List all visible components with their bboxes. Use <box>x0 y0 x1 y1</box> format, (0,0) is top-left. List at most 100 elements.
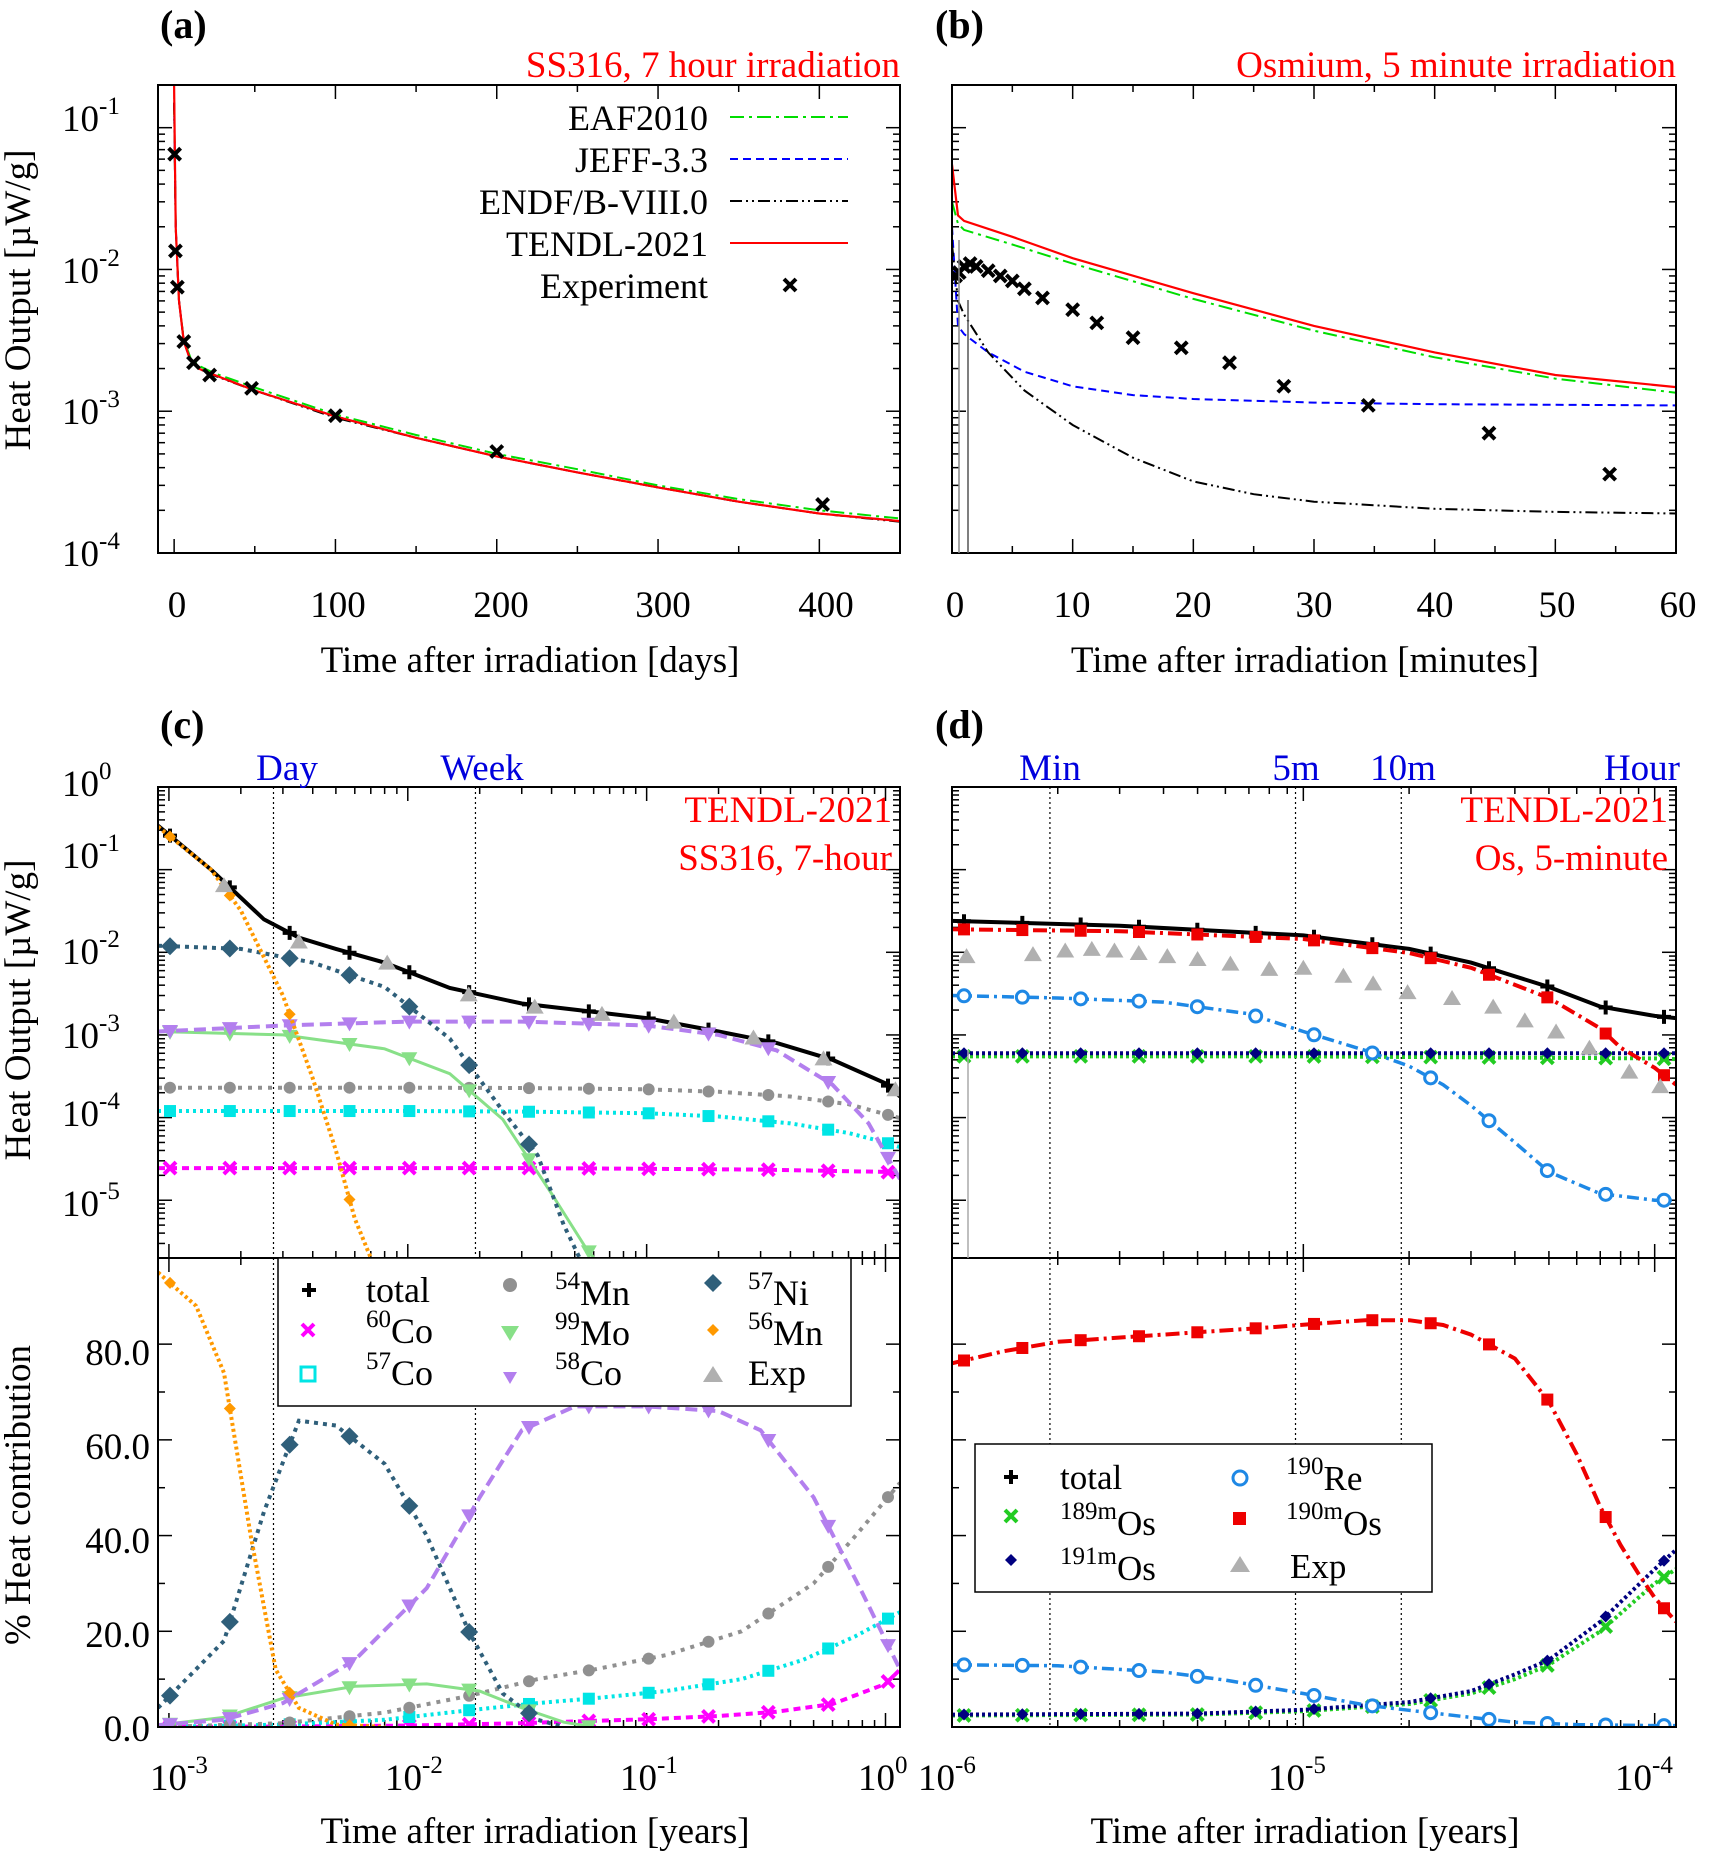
data-point <box>1105 942 1124 958</box>
data-point <box>244 380 259 396</box>
data-point <box>762 1664 775 1677</box>
data-point <box>882 1491 894 1504</box>
data-point <box>1366 942 1379 955</box>
data-point <box>214 877 233 893</box>
tick-label: 10-4 <box>62 1088 120 1135</box>
data-point <box>641 1161 657 1177</box>
tick-label: 10-4 <box>62 528 120 575</box>
panel-b-label: (b) <box>935 2 984 47</box>
data-point <box>401 1052 418 1067</box>
tick-label: 100 <box>62 758 112 805</box>
data-point <box>814 1050 833 1066</box>
data-point <box>1221 955 1240 971</box>
data-point <box>221 1712 238 1727</box>
series-line-58co <box>158 1404 900 1727</box>
series-d-top <box>952 914 1676 1208</box>
legend-co58-marker <box>503 1372 517 1384</box>
data-point <box>1276 378 1292 394</box>
data-point <box>1541 1654 1554 1667</box>
data-point <box>1308 1317 1320 1330</box>
data-point <box>168 243 183 259</box>
data-point <box>1249 1047 1262 1060</box>
data-point <box>880 1164 896 1180</box>
data-point <box>1598 1717 1614 1727</box>
series-line-99mo <box>158 1682 594 1727</box>
panel-d-legend: total 189mOs 191mOs 190Re 190mOs Exp <box>974 1443 1433 1593</box>
data-point <box>1599 1047 1612 1060</box>
legend-os191m-marker <box>1005 1554 1017 1566</box>
data-point <box>1541 1393 1554 1406</box>
data-point <box>280 949 299 968</box>
marker-min: Min <box>1019 748 1081 789</box>
data-point <box>762 1089 775 1102</box>
data-point <box>342 945 357 960</box>
legend-tendl-label: TENDL-2021 <box>506 224 708 264</box>
panel-a-ylabel: Heat Output [µW/g] <box>0 150 39 451</box>
data-point <box>1065 302 1081 318</box>
panel-d-title-line2: Os, 5-minute <box>1475 838 1668 879</box>
tick-label: 10-3 <box>62 1010 120 1057</box>
data-point <box>1658 1069 1670 1082</box>
data-point <box>822 1123 835 1136</box>
tick-label: 10-4 <box>1615 1752 1673 1799</box>
data-point <box>822 1095 835 1108</box>
data-point <box>1620 1063 1639 1079</box>
data-point <box>992 268 1008 284</box>
data-point <box>223 889 236 902</box>
tick-label: 10-2 <box>385 1752 443 1799</box>
data-point <box>1424 1047 1437 1060</box>
data-point <box>343 1081 356 1094</box>
data-point <box>340 1427 359 1446</box>
series-line-endfbviii0 <box>173 102 900 523</box>
data-point <box>1515 1012 1534 1028</box>
data-point <box>881 1078 895 1093</box>
data-point <box>341 1681 358 1696</box>
series-line-54mn <box>158 1481 900 1727</box>
data-point <box>343 1193 356 1206</box>
data-point <box>161 1686 179 1705</box>
data-point <box>1125 330 1141 346</box>
data-point <box>762 1607 775 1620</box>
axes-frame <box>951 1257 1677 1728</box>
tick-label: 10-3 <box>62 386 120 433</box>
data-point <box>341 1017 358 1032</box>
data-point <box>592 1005 611 1021</box>
data-point <box>880 1639 896 1654</box>
data-point <box>1398 984 1417 1000</box>
data-point <box>1306 1027 1322 1043</box>
data-point <box>520 1135 538 1154</box>
tick-label: 20.0 <box>85 1615 150 1656</box>
data-point <box>1651 1078 1670 1094</box>
series-a <box>167 85 900 523</box>
tick-label: 200 <box>473 585 529 626</box>
tick-label: 40 <box>1417 585 1454 626</box>
data-point <box>701 1161 716 1177</box>
data-point <box>1249 1705 1262 1718</box>
tick-label: 10-2 <box>62 926 120 973</box>
data-point <box>582 1664 595 1677</box>
legend-experiment-label: Experiment <box>540 266 708 306</box>
data-point <box>1483 1678 1495 1691</box>
series-line-jeff33 <box>952 226 1676 407</box>
axes-frame <box>951 84 1677 554</box>
data-point <box>958 1047 970 1060</box>
data-point <box>1306 1687 1322 1703</box>
data-point <box>1249 1322 1262 1335</box>
plot-d-bottom <box>951 1257 1677 1728</box>
data-point <box>1580 1039 1599 1055</box>
series-line-190mos <box>952 927 1676 1087</box>
marker-5m: 5m <box>1272 748 1320 789</box>
legend-eaf2010-label: EAF2010 <box>568 98 708 138</box>
data-point <box>958 1354 970 1367</box>
data-point <box>642 1083 655 1096</box>
data-point <box>461 1683 478 1698</box>
series-line-endfbviii0 <box>952 244 1676 515</box>
data-point <box>822 1642 835 1655</box>
tick-label: 10-1 <box>620 1752 678 1799</box>
data-point <box>400 997 419 1016</box>
tick-label: 10-1 <box>62 93 120 140</box>
data-point <box>401 1160 417 1176</box>
tick-label: 400 <box>798 585 854 626</box>
data-point <box>1191 928 1204 941</box>
tick-label: 300 <box>635 585 691 626</box>
